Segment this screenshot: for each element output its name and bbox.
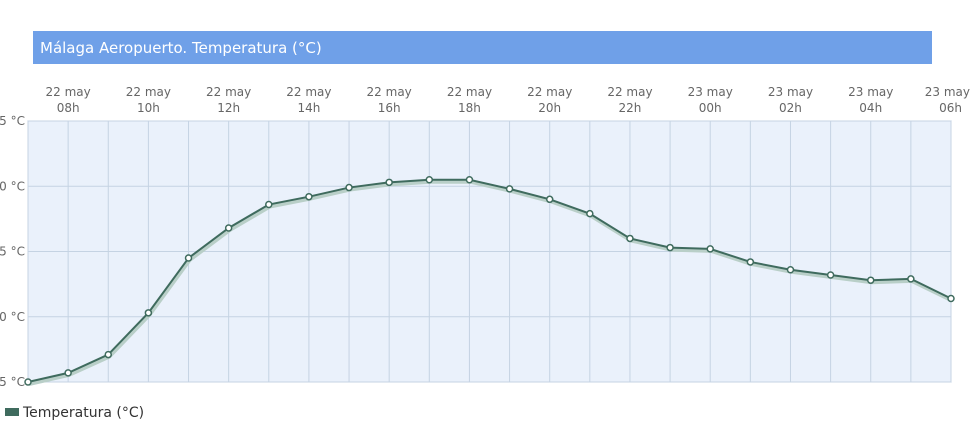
chart-title: Málaga Aeropuerto. Temperatura (°C) [40,39,322,57]
y-tick-label: 35 °C [0,114,25,128]
x-tick-label: 23 may [768,85,813,99]
point [746,258,755,266]
x-tick-label: 22 may [286,85,331,99]
x-tick-label: 08h [57,101,80,115]
point [666,243,674,252]
point [947,294,955,303]
x-tick-label: 22 may [126,85,171,99]
point [626,234,634,243]
point [586,209,594,218]
point [345,183,353,192]
x-tick-label: 06h [939,101,962,115]
point [505,185,514,193]
x-tick-label: 22 may [527,85,572,99]
x-tick-label: 22 may [206,85,251,99]
x-tick-label: 04h [859,101,882,115]
x-tick-label: 23 may [688,85,733,99]
x-tick-label: 22 may [46,85,91,99]
point [184,254,193,262]
point [826,271,835,279]
point [224,224,233,232]
point [786,266,795,274]
y-tick-label: 30 °C [0,179,25,193]
x-tick-label: 10h [137,101,160,115]
x-tick-label: 22 may [607,85,652,99]
point [104,350,113,359]
point [465,175,474,184]
title-bar [33,31,932,64]
x-tick-label: 16h [378,101,401,115]
x-tick-label: 12h [217,101,240,115]
point [907,275,915,283]
x-tick-label: 22 may [447,85,492,99]
x-tick-label: 22h [619,101,642,115]
legend-label: Temperatura (°C) [22,405,144,421]
x-tick-label: 14h [297,101,320,115]
legend-swatch [5,408,19,416]
line [27,178,952,383]
point [64,369,72,377]
y-tick-label: 25 °C [0,245,25,259]
point [24,378,32,386]
x-tick-label: 00h [699,101,722,115]
line-shadow [28,179,953,386]
point [425,175,434,184]
x-tick-label: 18h [458,101,481,115]
point [866,276,875,284]
x-tick-label: 23 may [848,85,893,99]
point [265,200,273,209]
point [385,178,393,187]
point [706,245,714,253]
y-tick-label: 15 °C [0,375,25,389]
x-tick-label: 02h [779,101,802,115]
x-tick-label: 20h [538,101,561,115]
point [545,195,554,204]
x-tick-label: 23 may [925,85,970,99]
point [144,309,153,317]
x-tick-label: 22 may [367,85,412,99]
y-tick-label: 20 °C [0,310,25,324]
point [305,192,313,201]
